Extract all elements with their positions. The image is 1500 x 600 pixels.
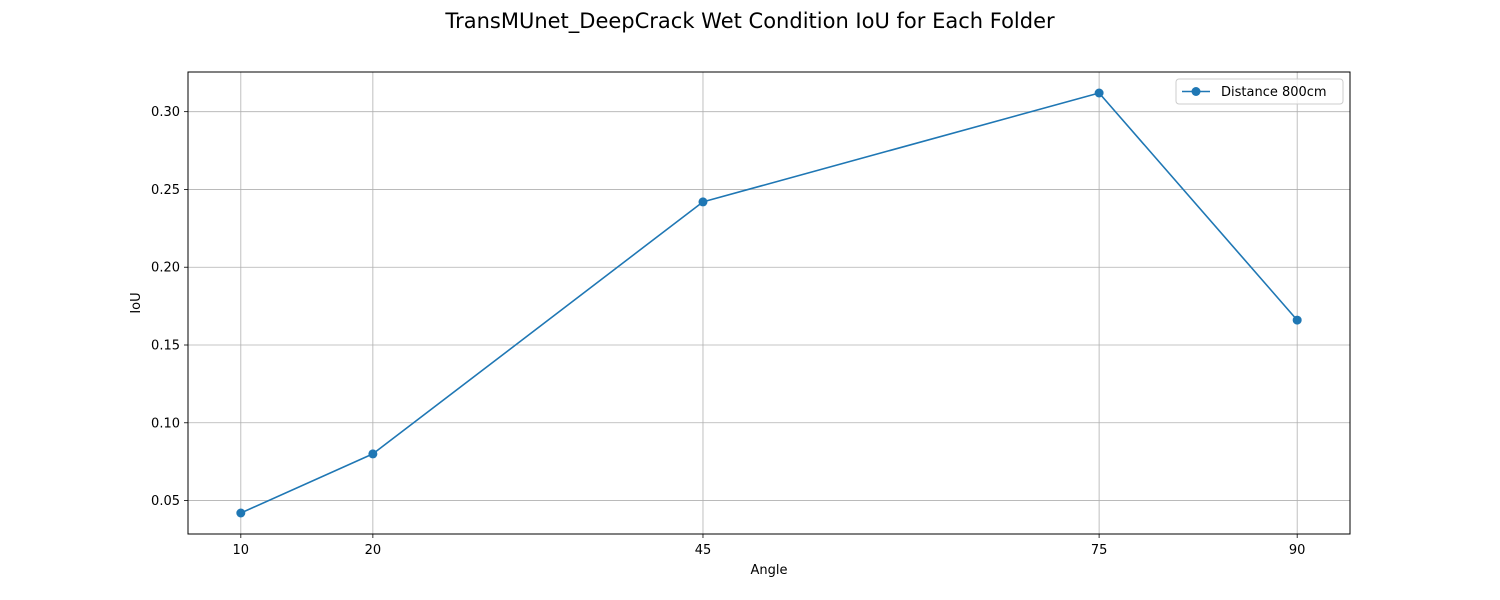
data-point [1292,315,1302,325]
data-point [698,197,708,207]
data-point [1094,88,1104,98]
tick-layer: 10 20 45 75 90 0.05 0.10 0.15 0.20 0.25 0.30 [151,105,1305,558]
y-tick-label: 0.15 [151,339,180,354]
x-tick-label: 20 [365,543,382,558]
x-tick-label: 45 [695,543,712,558]
y-axis-label: IoU [129,292,144,313]
y-tick-label: 0.25 [151,183,180,198]
legend-box [1175,78,1344,105]
legend-marker-swatch [1191,87,1201,96]
x-tick-label: 10 [233,543,250,558]
y-tick-label: 0.05 [151,494,180,509]
y-tick-label: 0.30 [151,105,180,120]
x-tick-label: 75 [1091,543,1108,558]
plot-frame [187,71,1351,535]
legend-entry-label: Distance 800cm [1221,85,1327,100]
x-axis-label: Angle [751,563,788,578]
legend: Distance 800cm [1175,78,1344,105]
grid-layer [188,72,1350,534]
y-tick-label: 0.10 [151,416,180,431]
data-point [236,508,246,518]
x-tick-label: 90 [1289,543,1306,558]
y-tick-label: 0.20 [151,261,180,276]
chart-title: TransMUnet_DeepCrack Wet Condition IoU f… [444,9,1055,34]
data-point [368,449,378,459]
series-layer [236,88,1302,518]
